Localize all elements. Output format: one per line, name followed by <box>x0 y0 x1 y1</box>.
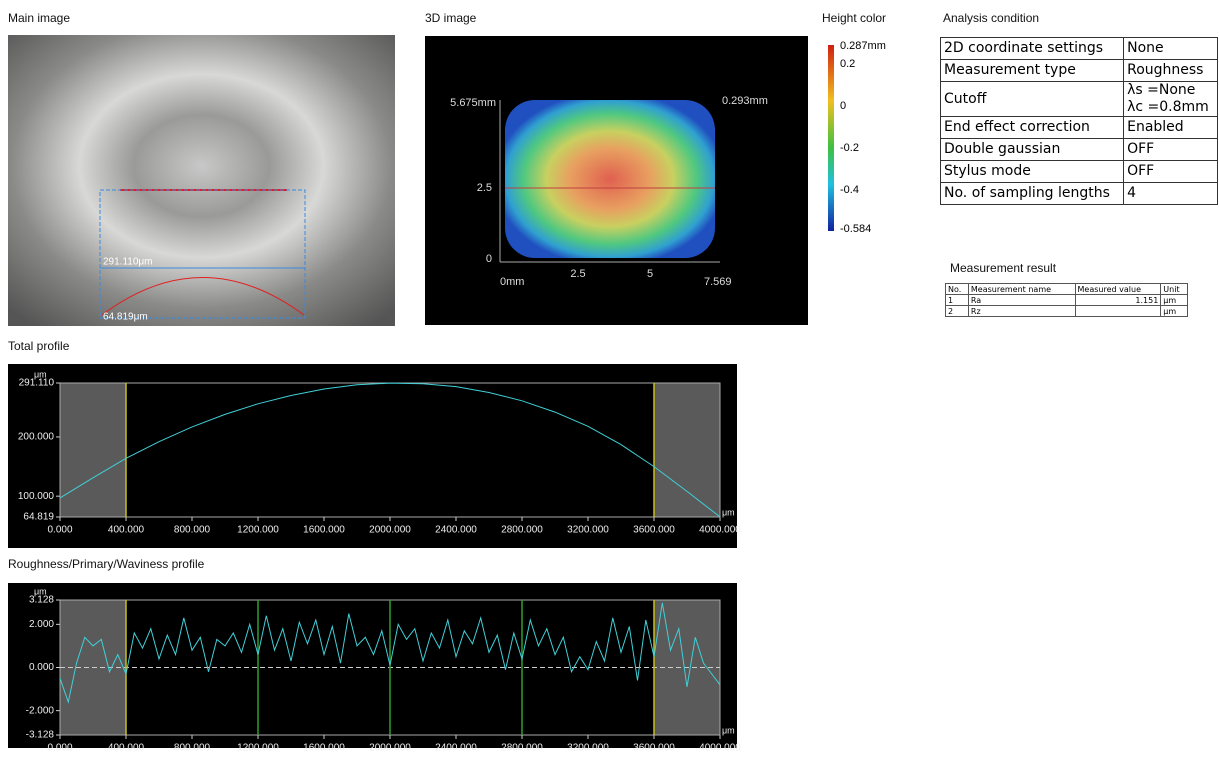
y-tick-label: -3.128 <box>26 730 55 741</box>
color-label: 0.2 <box>840 58 855 70</box>
cell: Measurement name <box>968 284 1075 295</box>
cell: None <box>1124 38 1218 60</box>
x-tick-label: 0.000 <box>47 525 72 536</box>
x-tick-label: 3200.000 <box>567 525 609 536</box>
x-tick-label: 2800.000 <box>501 525 543 536</box>
cell: No. <box>946 284 969 295</box>
cell: 2 <box>946 306 969 317</box>
section-title: Total profile <box>8 339 69 353</box>
cell: μm <box>1161 295 1188 306</box>
main-image <box>8 35 395 326</box>
x-tick-label: 0.000 <box>47 743 72 754</box>
cell: Stylus mode <box>941 161 1124 183</box>
section-title: Main image <box>8 11 70 25</box>
cell: Rz <box>968 306 1075 317</box>
x-tick-label: 400.000 <box>108 743 145 754</box>
y-tick-label: 0.000 <box>29 662 54 673</box>
cell <box>1075 306 1161 317</box>
x-unit: μm <box>722 725 735 735</box>
cell: Double gaussian <box>941 139 1124 161</box>
x-tick-label: 2400.000 <box>435 525 477 536</box>
x-tick-label: 1200.000 <box>237 743 279 754</box>
section-title: Height color <box>822 11 886 25</box>
x-tick-label: 1200.000 <box>237 525 279 536</box>
cell: Unit <box>1161 284 1188 295</box>
y-tick-label: 200.000 <box>18 432 55 443</box>
color-label: -0.584 <box>840 223 871 235</box>
section-title: Measurement result <box>950 261 1056 275</box>
x-tick-label: 800.000 <box>174 743 211 754</box>
cell-line: λs =None <box>1127 82 1214 99</box>
3d-label: 0.293mm <box>722 95 768 107</box>
3d-label: 2.5 <box>570 268 585 280</box>
excluded-zone <box>60 383 126 517</box>
cell-line: λc =0.8mm <box>1127 99 1214 116</box>
3d-label: 5 <box>647 268 653 280</box>
cell: 1.151 <box>1075 295 1161 306</box>
cell: 4 <box>1124 183 1218 205</box>
section-title: Roughness/Primary/Waviness profile <box>8 557 204 571</box>
x-tick-label: 800.000 <box>174 525 211 536</box>
x-tick-label: 400.000 <box>108 525 145 536</box>
y-tick-label: 64.819 <box>23 512 54 523</box>
section-title: 3D image <box>425 11 476 25</box>
cell: End effect correction <box>941 117 1124 139</box>
cell: Roughness <box>1124 60 1218 82</box>
cell: Measurement type <box>941 60 1124 82</box>
color-label: 0.287mm <box>840 40 886 52</box>
report-page: 291.110μm 64.819μm 5.675mm 0.293mm 2.5 0… <box>0 0 1219 763</box>
y-tick-label: -2.000 <box>26 705 55 716</box>
cell: Measured value <box>1075 284 1161 295</box>
cell: μm <box>1161 306 1188 317</box>
y-unit: μm <box>34 586 47 596</box>
3d-label: 5.675mm <box>450 97 496 109</box>
3d-label: 0 <box>486 253 492 265</box>
cell: 1 <box>946 295 969 306</box>
x-tick-label: 1600.000 <box>303 743 345 754</box>
x-tick-label: 2400.000 <box>435 743 477 754</box>
x-tick-label: 2000.000 <box>369 525 411 536</box>
x-tick-label: 2800.000 <box>501 743 543 754</box>
color-label: -0.2 <box>840 142 859 154</box>
x-tick-label: 4000.000 <box>699 743 741 754</box>
color-bar <box>828 45 834 231</box>
3d-label: 7.569 <box>704 276 732 288</box>
excluded-zone <box>654 383 720 517</box>
cell: OFF <box>1124 161 1218 183</box>
y-unit: μm <box>34 369 47 379</box>
image-label: 64.819μm <box>103 312 148 323</box>
section-title: Analysis condition <box>943 11 1039 25</box>
x-unit: μm <box>722 507 735 517</box>
image-label: 291.110μm <box>103 257 153 268</box>
cell: Ra <box>968 295 1075 306</box>
color-label: -0.4 <box>840 184 859 196</box>
x-tick-label: 3600.000 <box>633 525 675 536</box>
cell: Cutoff <box>941 82 1124 117</box>
x-tick-label: 2000.000 <box>369 743 411 754</box>
x-tick-label: 3200.000 <box>567 743 609 754</box>
x-tick-label: 4000.000 <box>699 525 741 536</box>
3d-label: 2.5 <box>477 182 492 194</box>
x-tick-label: 3600.000 <box>633 743 675 754</box>
y-tick-label: 100.000 <box>18 491 55 502</box>
height-map <box>505 100 715 258</box>
color-label: 0 <box>840 100 846 112</box>
x-tick-label: 1600.000 <box>303 525 345 536</box>
y-tick-label: 2.000 <box>29 619 54 630</box>
cell: 2D coordinate settings <box>941 38 1124 60</box>
cell: No. of sampling lengths <box>941 183 1124 205</box>
cell: Enabled <box>1124 117 1218 139</box>
3d-label: 0mm <box>500 276 524 288</box>
cell: OFF <box>1124 139 1218 161</box>
